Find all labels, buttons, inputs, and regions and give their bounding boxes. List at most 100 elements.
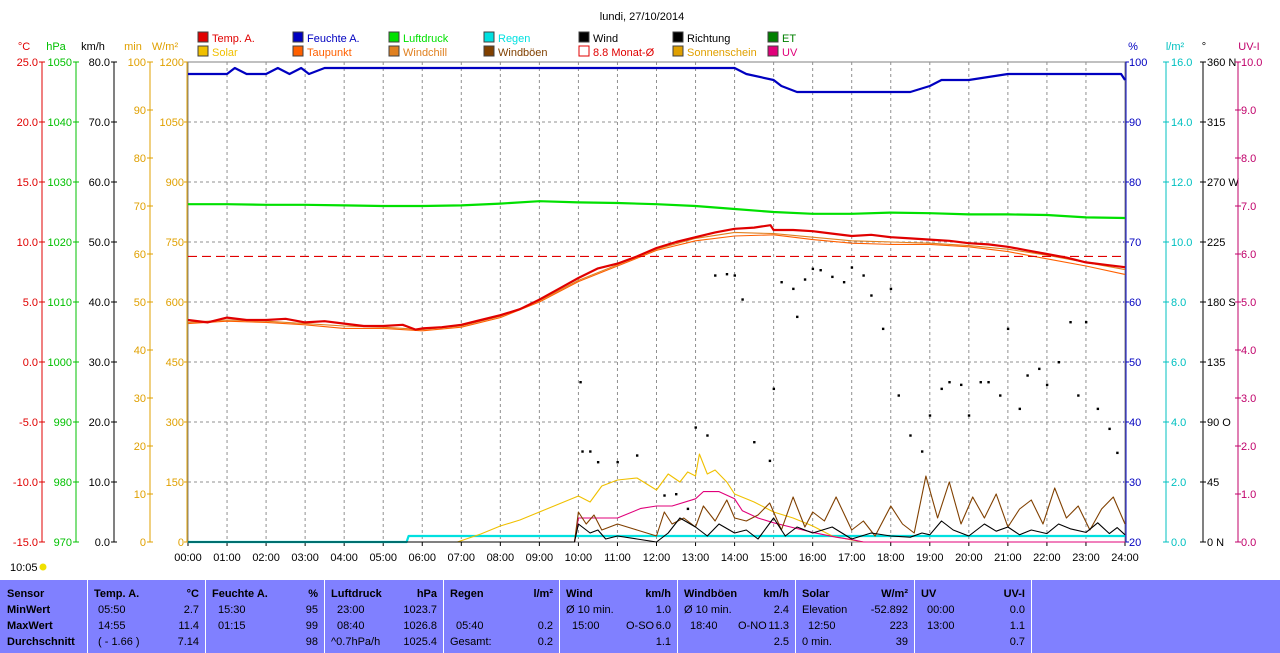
direction-point — [1026, 374, 1029, 377]
x-tick-label: 06:00 — [408, 552, 436, 564]
uv-tick-label: 8.0 — [1241, 153, 1256, 165]
wind-tick-label: 0.0 — [95, 537, 110, 549]
direction-tick-label: 0 N — [1207, 537, 1224, 549]
humidity-tick-label: 80 — [1129, 177, 1141, 189]
legend-label: 8.8 Monat-Ø — [593, 47, 655, 59]
direction-point — [960, 383, 963, 387]
series-line-windb-en — [188, 475, 1126, 543]
direction-point — [1116, 451, 1119, 455]
uv-tick-label: 4.0 — [1241, 345, 1256, 357]
stats-luftdruck: Luftdruck hPa 23:00 08:40 ^0.7hPa/h 1023… — [324, 580, 443, 653]
x-tick-label: 21:00 — [994, 552, 1022, 564]
direction-point — [881, 327, 885, 331]
direction-point — [1018, 407, 1021, 411]
direction-point — [753, 441, 756, 444]
minutes-unit: min — [124, 41, 142, 53]
direction-point — [741, 298, 744, 301]
series-line-uv — [188, 491, 1125, 543]
direction-tick-label: 45 — [1207, 477, 1219, 489]
wind-tick-label: 50.0 — [89, 237, 110, 249]
direction-point — [589, 450, 592, 453]
stats-regen-unit: l/m² — [533, 588, 553, 600]
solar-tick-label: 1200 — [160, 57, 184, 69]
stats-boeen-dir: O-NO — [738, 620, 767, 632]
direction-point — [1069, 321, 1072, 324]
stats-regen: Regen l/m² 05:40 Gesamt: 0.2 0.2 — [443, 580, 559, 653]
direction-point — [1077, 394, 1080, 397]
stats-wind: Wind km/h Ø 10 min. 15:00 O-SO 1.0 6.0 1… — [559, 580, 677, 653]
stats-wind-time: 15:00 — [572, 620, 600, 632]
direction-point — [694, 426, 697, 429]
stats-regen-value: 0.2 — [537, 636, 553, 648]
stats-solar-header: Solar — [802, 588, 830, 600]
legend-swatch — [578, 45, 590, 57]
x-tick-label: 15:00 — [760, 552, 788, 564]
stats-sensor-header: Sensor — [7, 588, 45, 600]
x-tick-label: 00:00 — [174, 552, 202, 564]
temp-tick-label: -15.0 — [13, 537, 38, 549]
x-tick-label: 11:00 — [604, 552, 631, 564]
direction-tick-label: 360 N — [1207, 57, 1236, 69]
pressure-tick-label: 1020 — [48, 237, 72, 249]
humidity-tick-label: 50 — [1129, 357, 1141, 369]
direction-unit: ° — [1202, 41, 1206, 53]
direction-tick-label: 225 — [1207, 237, 1225, 249]
stats-luftdruck-value: 1025.4 — [403, 636, 437, 648]
minutes-tick-label: 30 — [134, 393, 146, 405]
legend-swatch — [767, 45, 779, 57]
rain-tick-label: 16.0 — [1171, 57, 1192, 69]
direction-point — [948, 381, 951, 384]
legend-label: Regen — [498, 33, 530, 45]
direction-point — [1038, 367, 1041, 371]
stats-temp-time: 14:55 — [98, 620, 126, 632]
stats-temp-time: 05:50 — [98, 604, 126, 616]
solar-unit: W/m² — [152, 41, 179, 53]
direction-point — [850, 266, 854, 269]
stats-row-avg: Durchschnitt — [7, 636, 75, 648]
wind-tick-label: 80.0 — [89, 57, 110, 69]
grid — [187, 61, 1126, 543]
stats-luftdruck-value: 1026.8 — [403, 620, 437, 632]
legend-swatch — [672, 45, 684, 57]
uv-tick-label: 1.0 — [1241, 489, 1256, 501]
chart-title: lundi, 27/10/2014 — [600, 11, 684, 23]
solar-tick-label: 0 — [178, 537, 184, 549]
direction-point — [714, 274, 717, 277]
direction-tick-label: 90 O — [1207, 417, 1231, 429]
minutes-tick-label: 40 — [134, 345, 146, 357]
pressure-tick-label: 1050 — [48, 57, 72, 69]
x-tick-label: 01:00 — [213, 552, 241, 564]
stats-solar-value: 223 — [889, 620, 908, 632]
stats-temp-header: Temp. A. — [94, 588, 140, 600]
stats-wind-time: Ø 10 min. — [566, 604, 614, 616]
stats-wind-dir: O-SO — [626, 620, 655, 632]
uv-tick-label: 6.0 — [1241, 249, 1256, 261]
x-tick-label: 16:00 — [799, 552, 827, 564]
stats-luftdruck-time: 23:00 — [337, 604, 365, 616]
legend-label: Windböen — [498, 47, 548, 59]
stats-solar-unit: W/m² — [881, 588, 908, 600]
temp-tick-label: 10.0 — [17, 237, 38, 249]
time-label: 10:05 — [10, 562, 38, 574]
direction-point — [796, 315, 799, 319]
wind-tick-label: 40.0 — [89, 297, 110, 309]
direction-point — [706, 434, 709, 437]
direction-point — [675, 493, 678, 496]
minutes-tick-label: 100 — [128, 57, 146, 69]
stats-solar-time: 12:50 — [808, 620, 836, 632]
legend-label: Solar — [212, 47, 238, 59]
stats-feuchte-value: 98 — [305, 636, 318, 648]
series-line-windchill — [187, 231, 1126, 331]
temp-tick-label: 20.0 — [17, 117, 38, 129]
legend-swatch — [672, 31, 684, 43]
pressure-unit: hPa — [46, 41, 66, 53]
x-tick-label: 22:00 — [1033, 552, 1061, 564]
direction-point — [1096, 407, 1100, 411]
uv-tick-label: 10.0 — [1241, 57, 1262, 69]
stats-wind-value: 1.0 — [655, 604, 671, 616]
temp-tick-label: 0.0 — [23, 357, 38, 369]
stats-boeen-unit: km/h — [763, 588, 789, 600]
x-tick-label: 03:00 — [291, 552, 319, 564]
minutes-tick-label: 80 — [134, 153, 146, 165]
legend-swatch — [578, 31, 590, 43]
